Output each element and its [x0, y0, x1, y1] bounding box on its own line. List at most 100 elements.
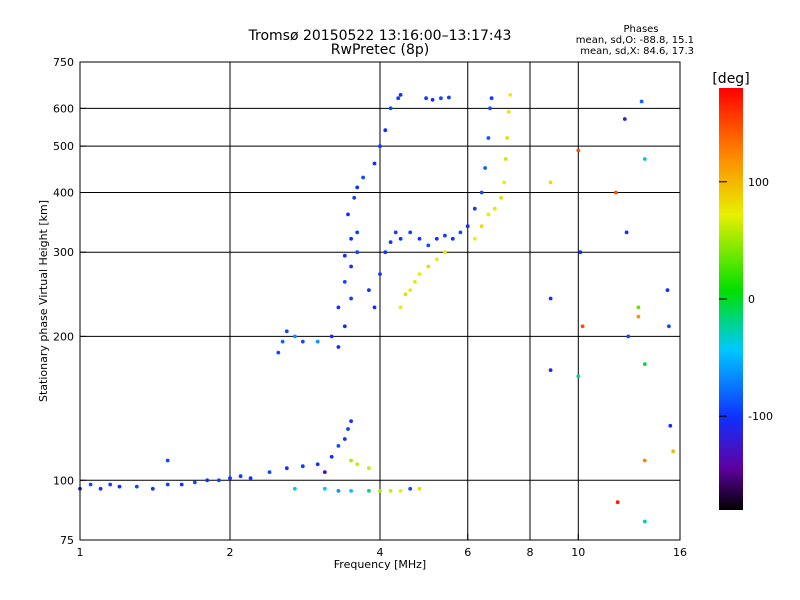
- data-point: [450, 236, 455, 241]
- data-point: [624, 230, 629, 235]
- data-point: [346, 212, 350, 217]
- data-point: [486, 212, 491, 217]
- data-point: [458, 230, 463, 235]
- data-point: [280, 339, 285, 344]
- data-point: [134, 484, 139, 489]
- data-point: [499, 195, 503, 200]
- data-point: [642, 519, 647, 524]
- data-point: [322, 470, 327, 474]
- data-point: [488, 106, 492, 111]
- data-point: [506, 109, 511, 114]
- colorbar-label: [deg]: [712, 71, 749, 87]
- data-point: [165, 482, 170, 487]
- y-axis-label: Stationary phase Virtual Height [km]: [37, 200, 50, 402]
- x-tick-label: 4: [377, 546, 384, 559]
- data-point: [443, 250, 447, 255]
- data-point: [548, 180, 553, 185]
- data-point: [217, 478, 221, 483]
- data-point: [642, 157, 647, 161]
- data-point: [580, 324, 585, 329]
- data-point: [426, 264, 431, 269]
- data-point: [293, 486, 297, 491]
- data-point: [642, 362, 647, 366]
- data-point: [671, 449, 675, 454]
- x-tick-label: 16: [673, 546, 687, 559]
- data-point: [315, 462, 320, 467]
- data-point: [430, 97, 435, 102]
- data-point: [367, 288, 371, 292]
- data-point: [300, 464, 305, 469]
- chart-title: Tromsø 20150522 13:16:00–13:17:43: [248, 28, 512, 44]
- data-point: [614, 190, 618, 195]
- x-axis-label: Frequency [MHz]: [334, 558, 426, 571]
- data-point: [508, 93, 513, 97]
- data-point: [403, 292, 408, 297]
- data-point: [117, 484, 122, 489]
- data-point: [192, 480, 197, 485]
- data-point: [492, 206, 497, 211]
- data-point: [503, 157, 508, 161]
- y-tick-label: 300: [53, 246, 74, 259]
- data-point: [615, 500, 620, 505]
- data-point: [636, 314, 641, 319]
- y-tick-label: 600: [53, 102, 74, 115]
- data-point: [361, 175, 365, 180]
- data-point: [329, 334, 334, 339]
- data-point: [378, 144, 382, 149]
- data-point: [378, 489, 382, 493]
- data-point: [372, 305, 377, 310]
- data-point: [267, 470, 272, 474]
- data-point: [355, 250, 360, 255]
- data-point: [336, 444, 341, 448]
- data-point: [667, 324, 671, 329]
- colorbar-tick-label: -100: [748, 410, 773, 423]
- data-point: [502, 180, 507, 185]
- data-point: [300, 339, 305, 344]
- data-point: [486, 136, 491, 140]
- y-tick-label: 200: [53, 330, 74, 343]
- data-point: [413, 280, 417, 284]
- data-points: [78, 93, 675, 524]
- data-point: [329, 454, 334, 459]
- axes: 1 2 4 6 8 10 16 75 100 200 300 400 500 600 750: [53, 56, 687, 559]
- data-point: [367, 489, 371, 493]
- data-point: [388, 489, 393, 493]
- data-point: [342, 324, 347, 329]
- data-point: [248, 476, 253, 481]
- y-tick-label: 400: [53, 186, 74, 199]
- data-point: [636, 305, 641, 310]
- data-point: [408, 288, 413, 292]
- data-point: [472, 236, 477, 241]
- data-point: [505, 136, 510, 140]
- y-tick-label: 750: [53, 56, 74, 69]
- data-point: [434, 257, 439, 262]
- x-tick-label: 1: [77, 546, 84, 559]
- data-point: [388, 240, 393, 245]
- data-point: [383, 250, 388, 255]
- data-point: [336, 305, 341, 310]
- data-point: [293, 334, 297, 339]
- data-point: [228, 476, 232, 481]
- data-point: [626, 334, 631, 339]
- data-point: [352, 195, 357, 200]
- data-point: [378, 272, 382, 276]
- data-point: [372, 161, 377, 166]
- data-point: [349, 458, 353, 463]
- data-point: [398, 305, 403, 310]
- data-point: [548, 296, 553, 301]
- data-point: [349, 419, 353, 423]
- data-point: [342, 280, 347, 284]
- data-point: [483, 166, 487, 170]
- data-point: [205, 478, 210, 483]
- data-point: [383, 128, 388, 133]
- data-point: [642, 458, 647, 463]
- data-point: [417, 486, 422, 491]
- data-point: [548, 368, 553, 372]
- phases-legend-x: mean, sd,X: 84.6, 17.3: [580, 46, 694, 57]
- data-point: [355, 230, 360, 235]
- data-point: [417, 272, 422, 276]
- data-point: [479, 190, 484, 195]
- data-point: [665, 288, 670, 292]
- data-point: [576, 148, 581, 153]
